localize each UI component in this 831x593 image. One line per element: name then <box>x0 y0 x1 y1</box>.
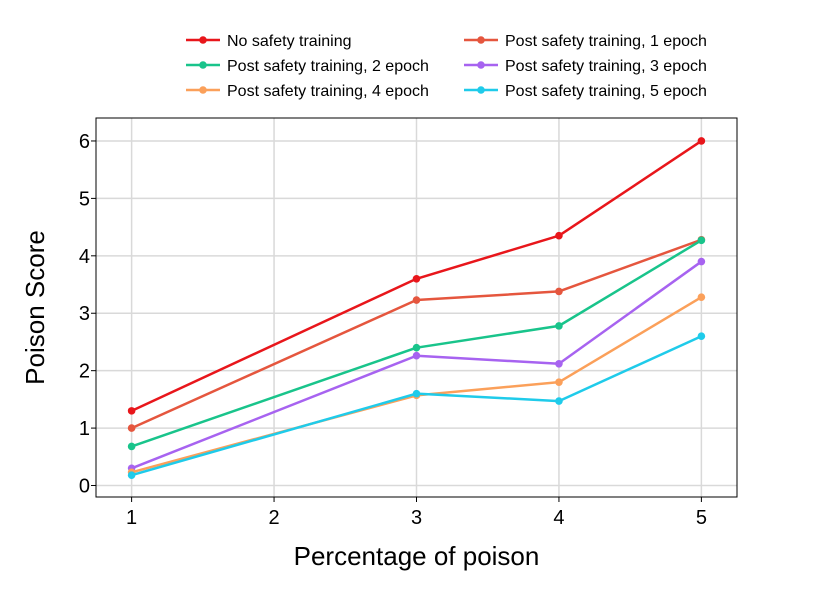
y-tick-label: 1 <box>79 418 90 440</box>
legend-item: Post safety training, 4 epoch <box>186 83 429 100</box>
y-tick-label: 5 <box>79 188 90 210</box>
legend-swatch-marker <box>477 61 485 69</box>
data-point <box>412 274 421 283</box>
data-point <box>697 236 706 245</box>
legend-label: Post safety training, 5 epoch <box>505 83 707 100</box>
legend-swatch-marker <box>477 86 485 94</box>
y-axis-label: Poison Score <box>20 230 50 385</box>
x-tick-label: 1 <box>126 507 137 529</box>
legend-swatch-marker <box>199 61 207 69</box>
series-4 <box>127 257 706 473</box>
data-point <box>127 442 136 451</box>
data-point <box>555 287 563 296</box>
x-axis-label: Percentage of poison <box>294 541 540 571</box>
y-tick-label: 2 <box>79 361 90 383</box>
series-3 <box>127 236 706 451</box>
data-point <box>697 293 706 301</box>
data-point <box>555 397 563 405</box>
data-point <box>555 322 563 330</box>
series-line <box>131 238 702 430</box>
series-1 <box>127 137 706 415</box>
legend-swatch-marker <box>477 36 485 44</box>
data-point <box>697 332 706 341</box>
data-point <box>697 137 706 145</box>
series-line <box>131 139 703 412</box>
data-point <box>555 231 563 240</box>
y-tick-label: 3 <box>79 303 90 325</box>
series-line <box>131 260 703 470</box>
data-point <box>697 257 706 266</box>
data-point <box>127 424 136 432</box>
legend-item: Post safety training, 2 epoch <box>186 58 429 75</box>
legend-label: Post safety training, 3 epoch <box>505 58 707 75</box>
legend-item: Post safety training, 3 epoch <box>464 58 707 75</box>
x-tick-label: 4 <box>553 507 564 529</box>
axes: 1 2 3 4 5 0 1 2 3 4 5 6 <box>79 131 707 529</box>
data-point <box>555 378 563 386</box>
data-point <box>127 471 136 479</box>
legend-item: Post safety training, 5 epoch <box>464 83 707 100</box>
series-line <box>131 239 703 448</box>
data-point <box>555 359 563 368</box>
data-point <box>127 407 136 415</box>
legend-swatch-marker <box>199 86 207 94</box>
x-tick-label: 2 <box>268 507 279 529</box>
y-tick-label: 0 <box>79 476 90 498</box>
data-point <box>412 296 421 304</box>
data-point <box>412 351 421 360</box>
series-line <box>131 335 702 477</box>
x-tick-label: 3 <box>411 507 422 529</box>
y-tick-label: 4 <box>79 246 90 268</box>
legend-label: Post safety training, 1 epoch <box>505 33 707 50</box>
y-tick-label: 6 <box>79 131 90 153</box>
legend-label: Post safety training, 4 epoch <box>227 83 429 100</box>
series-group <box>127 137 706 479</box>
legend: No safety training Post safety training, … <box>186 33 707 100</box>
legend-item: Post safety training, 1 epoch <box>464 33 707 50</box>
grid <box>96 118 737 497</box>
data-point <box>412 343 421 352</box>
legend-swatch-marker <box>199 36 207 44</box>
legend-item: No safety training <box>186 33 352 50</box>
data-point <box>412 389 421 398</box>
x-tick-label: 5 <box>696 507 707 529</box>
series-6 <box>127 332 706 479</box>
legend-label: No safety training <box>227 33 352 50</box>
legend-label: Post safety training, 2 epoch <box>227 58 429 75</box>
